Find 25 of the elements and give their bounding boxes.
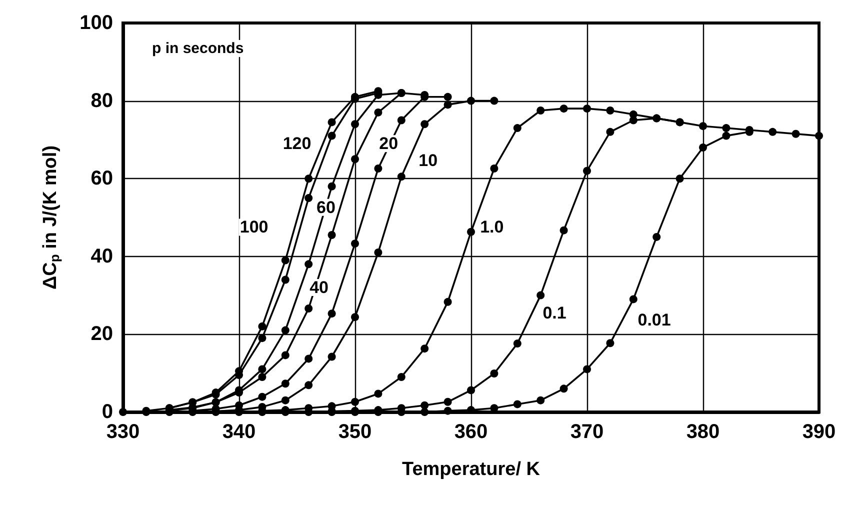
x-tick-label: 390 (802, 421, 836, 443)
annotation: p in seconds (152, 40, 244, 57)
annotation: 40 (310, 278, 328, 298)
annotation: 120 (282, 134, 312, 154)
annotation: 10 (418, 150, 438, 170)
y-tick-label: 100 (80, 12, 113, 34)
x-tick-label: 370 (570, 421, 604, 443)
x-tick-label: 350 (338, 421, 372, 443)
y-tick-label: 20 (90, 323, 113, 346)
y-tick-label: 80 (90, 90, 113, 112)
annotation: 0.1 (542, 304, 566, 323)
x-tick-label: 330 (106, 421, 140, 443)
x-tick-label: 380 (686, 421, 720, 443)
annotation: 1.0 (480, 218, 504, 237)
x-axis-title: Temperature/ K (402, 459, 540, 480)
x-tick-label: 340 (222, 421, 256, 443)
y-tick-label: 40 (90, 245, 113, 268)
annotation: 0.01 (638, 310, 671, 330)
annotation: 60 (316, 198, 336, 217)
annotation: 100 (240, 218, 268, 237)
x-tick-label: 360 (454, 421, 488, 443)
y-tick-label: 0 (102, 401, 113, 423)
y-axis-title: ΔCp in J/(K mol) (40, 145, 62, 290)
annotation: 20 (379, 134, 398, 154)
y-tick-label: 60 (90, 168, 113, 190)
